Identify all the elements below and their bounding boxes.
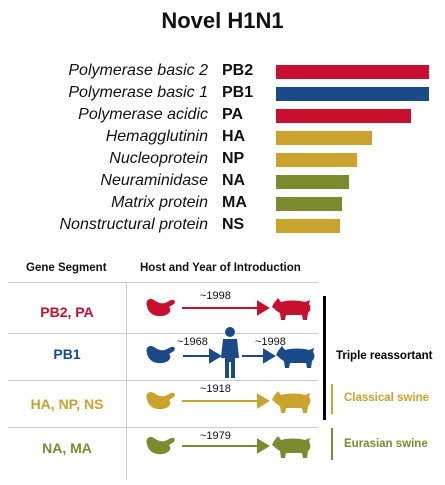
row-label-ha-np-ns: HA, NP, NS (30, 396, 104, 412)
bird-icon (146, 436, 175, 455)
pig-icon (272, 298, 311, 320)
arrow-line (182, 300, 270, 316)
year-label: ~1998 (200, 290, 231, 302)
segment-row-ha: Hemagglutinin HA (0, 126, 445, 150)
pig-icon (276, 346, 315, 368)
segment-abbr: MA (222, 194, 247, 211)
arrow-line (242, 348, 276, 364)
year-label: ~1968 (177, 336, 208, 348)
segment-abbr: PB2 (222, 62, 254, 79)
table-divider (8, 282, 318, 283)
table-column-divider (126, 282, 127, 480)
figure-title: Novel H1N1 (161, 8, 284, 33)
segment-name: Nucleoprotein (109, 150, 208, 167)
segment-name: Hemagglutinin (105, 128, 208, 145)
segment-row-pb1: Polymerase basic 1 PB1 (0, 82, 445, 106)
year-label: ~1979 (200, 430, 231, 442)
segment-name: Nonstructural protein (59, 216, 208, 233)
bracket-label-triple: Triple reassortant (336, 350, 433, 362)
segment-row-na: Neuraminidase NA (0, 170, 445, 194)
year-label: ~1918 (200, 383, 231, 395)
table-divider (8, 427, 318, 428)
segment-bar (276, 175, 349, 189)
bracket-eurasian-swine (331, 428, 333, 460)
segment-abbr: NA (222, 172, 246, 189)
pig-icon (272, 391, 311, 413)
pig-icon (272, 436, 311, 458)
segment-name: Polymerase acidic (78, 106, 208, 123)
segment-row-pa: Polymerase acidic PA (0, 104, 445, 128)
segment-name: Polymerase basic 1 (68, 84, 208, 101)
year-label: ~1998 (255, 336, 286, 348)
segment-bar (276, 131, 372, 145)
segment-abbr: NS (222, 216, 245, 233)
row-label-pb2-pa: PB2, PA (40, 304, 94, 320)
segment-name: Matrix protein (111, 194, 208, 211)
bracket-label-eurasian: Eurasian swine (344, 438, 428, 450)
segment-row-ma: Matrix protein MA (0, 192, 445, 216)
segment-bar (276, 87, 429, 101)
human-icon (221, 327, 239, 378)
arrow-line (182, 393, 270, 409)
segment-row-ns: Nonstructural protein NS (0, 214, 445, 238)
header-host-year: Host and Year of Introduction (140, 262, 301, 274)
segment-bar (276, 65, 429, 79)
segment-name: Polymerase basic 2 (68, 62, 208, 79)
table-divider (8, 380, 318, 381)
segment-abbr: NP (222, 150, 245, 167)
arrow-line (183, 348, 222, 364)
bird-icon (146, 298, 175, 317)
bracket-classical-swine (331, 384, 333, 414)
segment-row-pb2: Polymerase basic 2 PB2 (0, 60, 445, 84)
segment-bar (276, 219, 340, 233)
segment-bar (276, 197, 342, 211)
arrow-line (182, 438, 270, 454)
segment-bar (276, 109, 411, 123)
segment-abbr: PB1 (222, 84, 254, 101)
segment-abbr: HA (222, 128, 246, 145)
segment-row-np: Nucleoprotein NP (0, 148, 445, 172)
bracket-label-classical: Classical swine (344, 392, 430, 404)
segment-abbr: PA (222, 106, 244, 123)
bracket-triple-reassortant (323, 296, 326, 420)
bird-icon (146, 345, 175, 364)
row-label-na-ma: NA, MA (42, 440, 92, 456)
table-divider (8, 333, 318, 334)
bird-icon (146, 391, 175, 410)
header-gene-segment: Gene Segment (26, 262, 107, 274)
segment-name: Neuraminidase (100, 172, 208, 189)
segment-bar (276, 153, 357, 167)
row-label-pb1: PB1 (53, 346, 81, 362)
